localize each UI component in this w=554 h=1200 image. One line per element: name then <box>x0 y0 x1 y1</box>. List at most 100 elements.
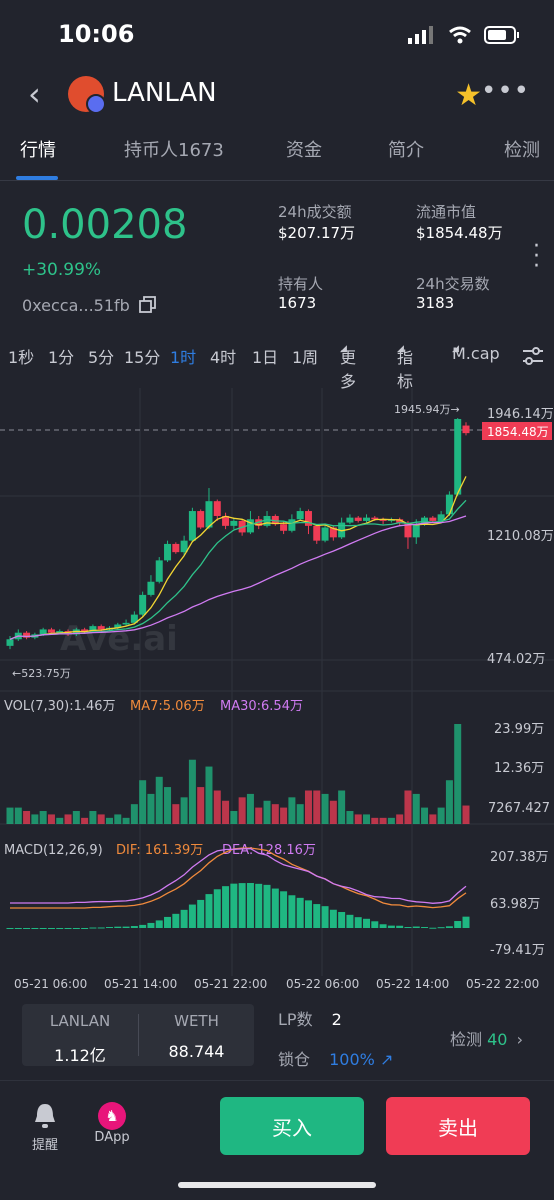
tab-bar: 行情 持币人1673 资金 简介 检测 <box>0 136 554 180</box>
ma-lines <box>9 476 467 640</box>
back-icon[interactable]: ‹ <box>28 75 41 113</box>
vol24h-label: 24h成交额 <box>278 203 352 221</box>
macd-bar <box>114 926 122 928</box>
candle-body <box>56 631 64 633</box>
low-label: ←523.75万 <box>12 667 71 680</box>
lock-info[interactable]: 锁仓 100% ↗ <box>278 1046 393 1070</box>
volume-bars <box>6 724 470 824</box>
macd-bar <box>346 914 354 928</box>
candle-body <box>139 594 147 615</box>
tab-market[interactable]: 行情 <box>20 140 56 161</box>
macd-bar <box>188 904 196 928</box>
macd-histogram <box>6 847 470 929</box>
macd-bar <box>6 928 14 929</box>
chart-settings-icon[interactable] <box>522 346 544 366</box>
interval-5m[interactable]: 5分 <box>88 348 115 367</box>
candle-body <box>304 511 312 526</box>
tab-funds[interactable]: 资金 <box>286 140 322 161</box>
volume-bar <box>429 814 437 824</box>
macd-bar <box>304 900 312 928</box>
interval-1d[interactable]: 1日 <box>252 348 279 367</box>
candles <box>6 418 470 650</box>
volume-bar <box>329 800 337 824</box>
macd-bar <box>329 909 337 928</box>
vertical-more-icon[interactable]: · · · <box>533 234 540 279</box>
macd-legend: MACD(12,26,9) <box>4 843 103 858</box>
vol-ma7-legend: MA7:5.06万 <box>130 699 205 714</box>
macd-bar <box>238 883 246 928</box>
volume-bar <box>105 817 113 824</box>
macd-bar <box>155 920 163 928</box>
candle-body <box>164 543 172 561</box>
tab-intro[interactable]: 简介 <box>388 140 424 161</box>
macd-dea-legend: DEA: 128.16万 <box>222 843 316 858</box>
holders-value: 1673 <box>278 294 317 312</box>
vol-legend: VOL(7,30):1.46万 <box>4 699 116 714</box>
lock-value: 100% <box>329 1050 375 1069</box>
candle-body <box>313 525 321 541</box>
price-change: +30.99% <box>22 260 102 280</box>
token-a-label: LANLAN <box>49 1012 111 1030</box>
interval-1m[interactable]: 1分 <box>48 348 75 367</box>
more-icon[interactable]: ••• <box>480 76 530 106</box>
buy-button[interactable]: 买入 <box>220 1097 364 1155</box>
pair-divider <box>138 1014 139 1056</box>
macd-bar <box>296 897 304 928</box>
interval-4h[interactable]: 4时 <box>210 348 237 367</box>
contract-address[interactable]: 0xecca...51fb <box>22 296 157 315</box>
macd-bar <box>230 883 238 928</box>
check-label: 检测 <box>450 1030 483 1049</box>
interval-1s[interactable]: 1秒 <box>8 348 35 367</box>
candle-body <box>97 626 105 630</box>
volume-bar <box>296 804 304 824</box>
copy-icon[interactable] <box>139 296 157 314</box>
interval-1h[interactable]: 1时 <box>170 348 197 367</box>
price-chart[interactable]: Ave.ai 1946.14万 1854.48万 1210.08万 474.02… <box>0 388 554 988</box>
macd-bar <box>421 927 429 929</box>
interval-15m[interactable]: 15分 <box>124 348 161 367</box>
status-icons <box>408 26 520 44</box>
macd-bar <box>404 927 412 929</box>
volume-bar <box>246 793 254 824</box>
interval-toolbar: 1秒 1分 5分 15分 1时 4时 1日 1周 更多 ◢ 指标 ◢ M.cap ◢ <box>0 344 554 391</box>
dapp-label: DApp <box>94 1130 130 1145</box>
interval-1w[interactable]: 1周 <box>292 348 319 367</box>
vol-axis-mid: 12.36万 <box>494 761 544 776</box>
candle-body <box>429 517 437 521</box>
low-arrow: ← <box>12 667 21 680</box>
macd-dea-line <box>10 847 467 904</box>
candle-body <box>321 527 329 541</box>
macd-bar <box>321 906 329 928</box>
volume-bar <box>64 814 72 824</box>
volume-bar <box>139 780 147 824</box>
holders-label: 持有人 <box>278 275 324 293</box>
external-link-icon[interactable]: ↗ <box>379 1050 394 1069</box>
check-score[interactable]: 检测 40 › <box>450 1026 523 1050</box>
high-label: 1945.94万→ <box>394 403 460 416</box>
token-b-amount: 88.744 <box>168 1042 225 1061</box>
tab-holders[interactable]: 持币人1673 <box>124 140 224 161</box>
candle-body <box>114 624 122 628</box>
macd-bar <box>105 927 113 929</box>
macd-bar <box>313 904 321 928</box>
tab-check[interactable]: 检测 <box>504 140 540 161</box>
star-icon[interactable]: ★ <box>455 78 482 113</box>
volume-bar <box>97 814 105 824</box>
alert-button[interactable]: 提醒 <box>28 1102 62 1153</box>
macd-bar <box>412 926 420 928</box>
candle-body <box>421 517 429 525</box>
lock-label: 锁仓 <box>278 1050 311 1069</box>
candle-body <box>379 519 387 521</box>
volume-bar <box>47 814 55 824</box>
sell-button[interactable]: 卖出 <box>386 1097 530 1155</box>
volume-bar <box>313 790 321 824</box>
macd-bar <box>354 917 362 928</box>
volume-bar <box>14 807 22 824</box>
chain-badge-icon <box>86 94 106 114</box>
low-value: 523.75万 <box>21 667 71 680</box>
more-dropdown-label: 更多 <box>340 348 357 391</box>
macd-bar <box>387 925 395 928</box>
candle-body <box>454 418 462 495</box>
indicators-dropdown-label: 指标 <box>397 348 414 391</box>
dapp-button[interactable]: ♞ DApp <box>90 1102 134 1145</box>
